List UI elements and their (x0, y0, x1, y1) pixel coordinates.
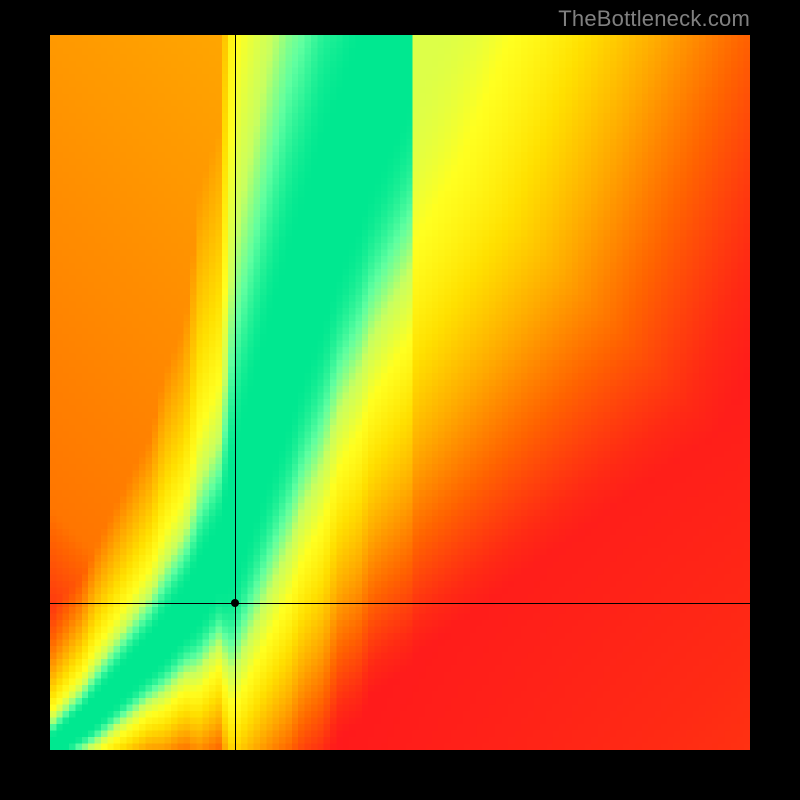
crosshair-marker-dot (231, 599, 239, 607)
watermark-text: TheBottleneck.com (558, 6, 750, 32)
crosshair-vertical (235, 35, 236, 750)
heatmap-plot (50, 35, 750, 750)
crosshair-horizontal (50, 603, 750, 604)
heatmap-canvas (50, 35, 750, 750)
